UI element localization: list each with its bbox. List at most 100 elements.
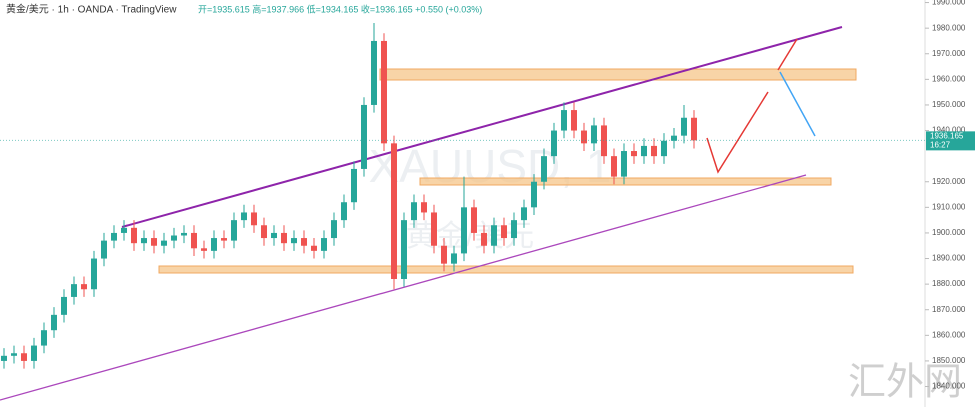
- last-price-box: [926, 131, 975, 151]
- candle-body: [381, 40, 387, 144]
- candle-body: [401, 220, 407, 280]
- projection-arrow: [777, 38, 798, 71]
- y-tick-label: 1850.000: [932, 356, 966, 365]
- candle-body: [121, 227, 127, 233]
- candle-body: [161, 240, 167, 246]
- candle-body: [91, 258, 97, 290]
- channel-line: [0, 174, 807, 401]
- candle-body: [571, 110, 577, 131]
- channel-line: [121, 26, 843, 228]
- candle-body: [661, 140, 667, 157]
- candle-body: [541, 156, 547, 182]
- candle-body: [681, 117, 687, 136]
- candle-body: [651, 145, 657, 157]
- y-tick-label: 1910.000: [932, 202, 966, 211]
- candle-body: [451, 253, 457, 264]
- y-tick-label: 1980.000: [932, 23, 966, 32]
- zone: [419, 177, 832, 186]
- y-tick-label: 1940.000: [932, 126, 966, 135]
- candle-body: [471, 207, 477, 233]
- candle-body: [111, 232, 117, 241]
- candle-body: [621, 151, 627, 177]
- candle-body: [481, 232, 487, 246]
- candle-body: [391, 143, 397, 280]
- candle-body: [631, 151, 637, 157]
- site-mark: 汇外网: [848, 362, 962, 404]
- y-tick-label: 1840.000: [932, 382, 966, 391]
- symbol-title: 黄金/美元 · 1h · OANDA · TradingView: [6, 3, 177, 16]
- candle-body: [551, 130, 557, 157]
- candle-body: [331, 220, 337, 239]
- candle-body: [261, 225, 267, 239]
- zone: [158, 265, 854, 274]
- candle-body: [531, 181, 537, 208]
- countdown: 16:27: [930, 140, 951, 149]
- candle-body: [1, 355, 7, 361]
- candle-body: [171, 235, 177, 241]
- ohlc-text: 开=1935.615 高=1937.966 低=1934.165 收=1936.…: [198, 3, 482, 14]
- candle-body: [221, 238, 227, 241]
- candle-body: [191, 232, 197, 249]
- candle-body: [691, 117, 697, 141]
- candle-body: [441, 245, 447, 264]
- candle-body: [301, 238, 307, 246]
- projection-arrow: [706, 91, 769, 174]
- candle-body: [431, 212, 437, 246]
- candle-body: [21, 353, 27, 361]
- y-tick-label: 1920.000: [932, 177, 966, 186]
- zone: [379, 68, 857, 81]
- candle-body: [231, 220, 237, 241]
- candle-body: [371, 40, 377, 105]
- candle-body: [141, 238, 147, 244]
- candle-body: [271, 232, 277, 239]
- candle-body: [131, 227, 137, 244]
- candle-body: [341, 202, 347, 221]
- candle-body: [671, 135, 677, 141]
- candle-body: [501, 225, 507, 239]
- candle-body: [71, 284, 77, 297]
- candle-body: [181, 232, 187, 236]
- candle-body: [461, 207, 467, 254]
- y-tick-label: 1860.000: [932, 330, 966, 339]
- candle-body: [251, 212, 257, 226]
- candle-body: [11, 353, 17, 356]
- candle-body: [31, 345, 37, 361]
- candle-body: [281, 232, 287, 244]
- y-tick-label: 1890.000: [932, 254, 966, 263]
- y-tick-label: 1900.000: [932, 228, 966, 237]
- candle-body: [81, 284, 87, 290]
- projection-arrow: [779, 71, 816, 137]
- y-tick-label: 1880.000: [932, 279, 966, 288]
- candle-body: [201, 248, 207, 251]
- y-tick-label: 1950.000: [932, 100, 966, 109]
- y-tick-label: 1990.000: [932, 0, 966, 7]
- y-tick-label: 1970.000: [932, 49, 966, 58]
- candle-body: [61, 296, 67, 315]
- candle-body: [411, 202, 417, 221]
- candle-body: [581, 130, 587, 144]
- y-tick-label: 1870.000: [932, 305, 966, 314]
- candle-body: [101, 240, 107, 259]
- candle-body: [41, 330, 47, 346]
- candle-body: [421, 202, 427, 213]
- candle-body: [521, 207, 527, 221]
- candle-body: [311, 245, 317, 251]
- candle-body: [291, 238, 297, 244]
- candle-body: [361, 104, 367, 169]
- candle-body: [211, 238, 217, 251]
- candle-body: [321, 238, 327, 251]
- candle-body: [241, 212, 247, 221]
- candle-body: [641, 145, 647, 157]
- last-price-label: 1936.165: [930, 131, 964, 140]
- drawings: [0, 26, 857, 401]
- candle-body: [491, 225, 497, 246]
- candle-body: [591, 125, 597, 144]
- candle-body: [51, 314, 57, 331]
- y-tick-label: 1960.000: [932, 74, 966, 83]
- candle-body: [511, 220, 517, 239]
- candle-body: [351, 168, 357, 203]
- candle-body: [611, 156, 617, 177]
- candle-body: [151, 238, 157, 246]
